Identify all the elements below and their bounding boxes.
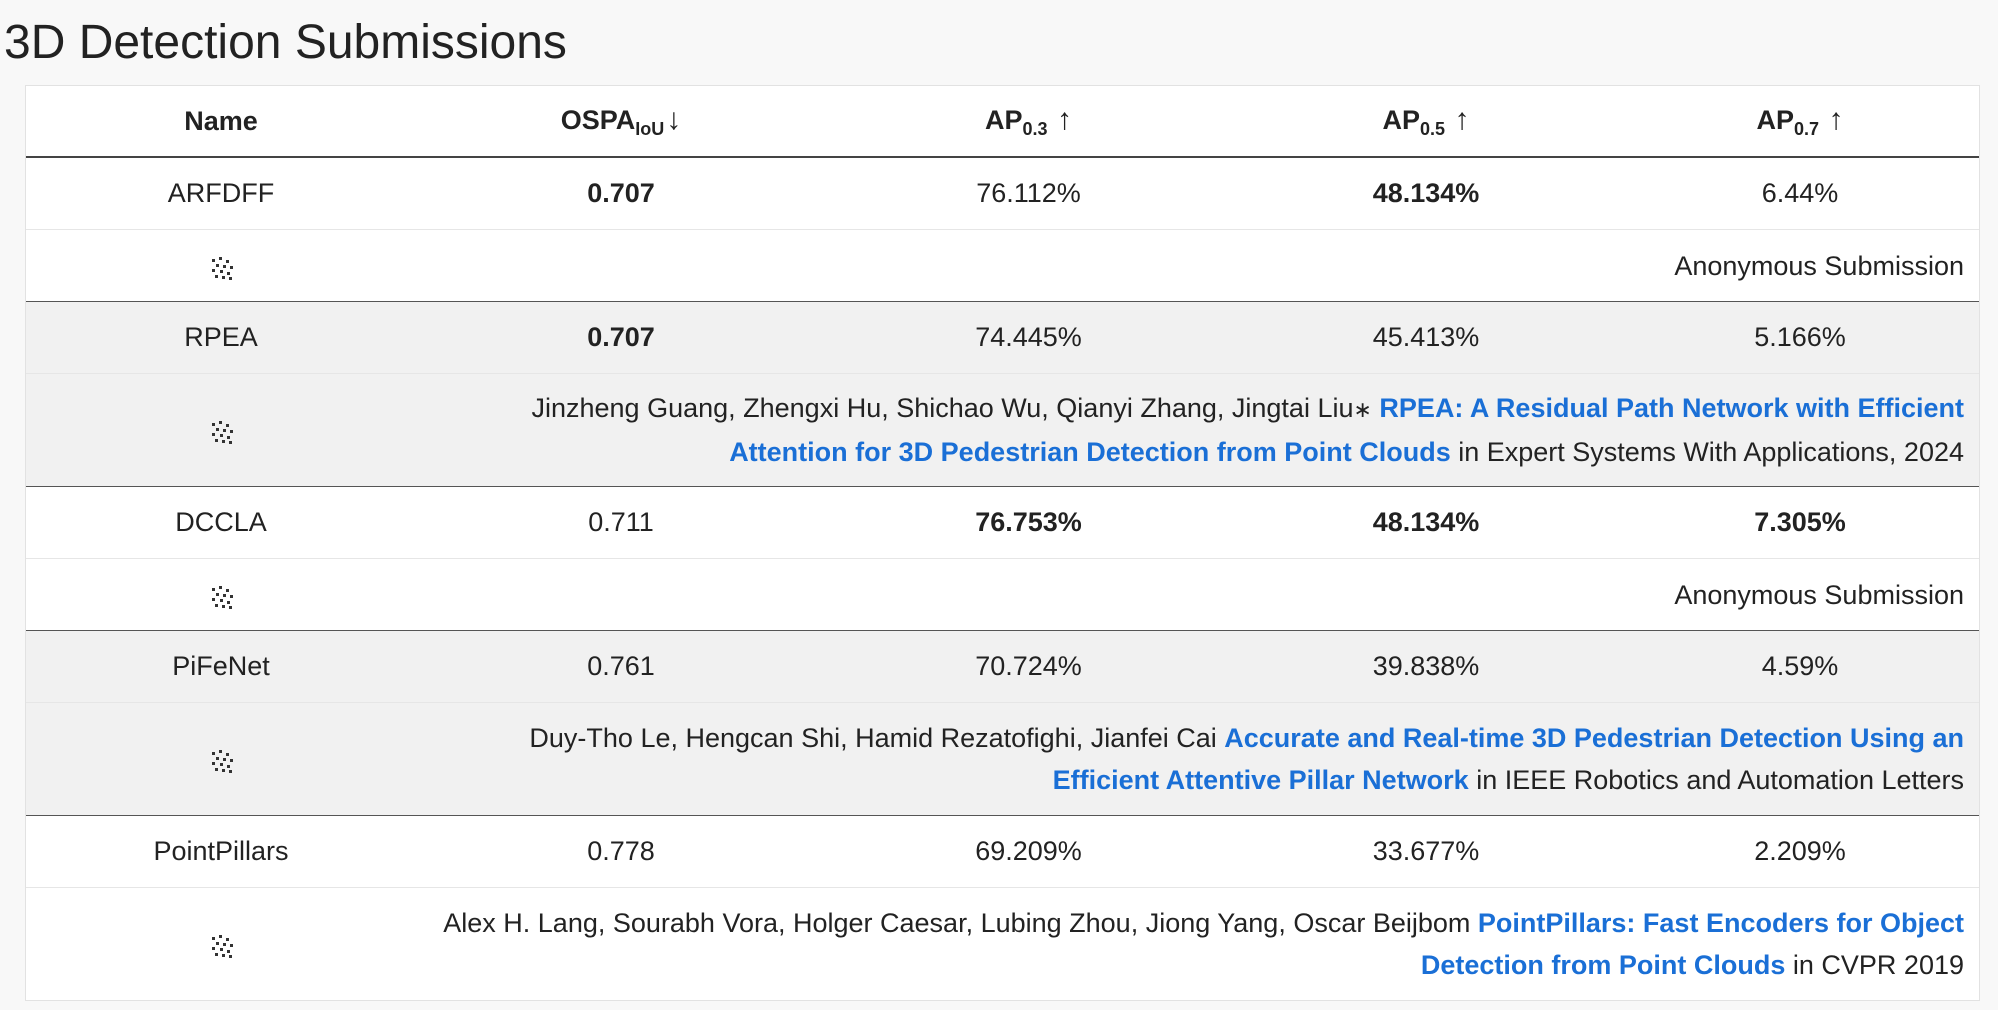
table-row: DCCLA 0.711 76.753% 48.134% 7.305% bbox=[26, 486, 1979, 559]
cell-ap03: 70.724% bbox=[826, 630, 1231, 703]
sort-up-arrow: ↑ bbox=[1828, 102, 1844, 136]
header-ap05[interactable]: AP0.5 ↑ bbox=[1231, 86, 1621, 158]
table-body: ARFDFF 0.707 76.112% 48.134% 6.44% Anonymous … bbox=[26, 156, 1979, 1000]
detail-row: Duy-Tho Le, Hengcan Shi, Hamid Rezatofig… bbox=[26, 702, 1979, 816]
corresponding-author-mark: ∗ bbox=[1353, 397, 1372, 422]
detail-row: Anonymous Submission bbox=[26, 229, 1979, 302]
cell-ap03: 76.112% bbox=[826, 156, 1231, 230]
scatter-dots-icon[interactable] bbox=[208, 418, 234, 445]
detail-row: Jinzheng Guang, Zhengxi Hu, Shichao Wu, … bbox=[26, 373, 1979, 487]
cell-name: RPEA bbox=[26, 301, 416, 374]
authors-text: Alex H. Lang, Sourabh Vora, Holger Caesa… bbox=[443, 908, 1471, 938]
publication-info: Alex H. Lang, Sourabh Vora, Holger Caesa… bbox=[416, 887, 1979, 1000]
venue-text: in CVPR 2019 bbox=[1792, 950, 1964, 980]
cell-ap03: 69.209% bbox=[826, 815, 1231, 888]
detail-row: Alex H. Lang, Sourabh Vora, Holger Caesa… bbox=[26, 887, 1979, 1000]
scatter-dots-icon[interactable] bbox=[208, 747, 234, 774]
cell-ap05: 39.838% bbox=[1231, 630, 1621, 703]
venue-text: in IEEE Robotics and Automation Letters bbox=[1476, 765, 1964, 795]
sort-up-arrow: ↑ bbox=[1057, 102, 1073, 136]
table-row: ARFDFF 0.707 76.112% 48.134% 6.44% bbox=[26, 156, 1979, 230]
scatter-dots-icon[interactable] bbox=[208, 932, 234, 959]
cell-ospa: 0.761 bbox=[416, 630, 826, 703]
submissions-table: Name OSPAIoU↓ AP0.3 ↑ AP0.5 ↑ AP0.7 ↑ AR… bbox=[25, 85, 1980, 1001]
scatter-dots-icon[interactable] bbox=[208, 254, 234, 280]
cell-ap07: 6.44% bbox=[1621, 156, 1979, 230]
sort-up-arrow: ↑ bbox=[1454, 102, 1470, 136]
detail-toggle-cell[interactable] bbox=[26, 373, 416, 487]
detail-toggle-cell[interactable] bbox=[26, 887, 416, 1000]
header-ospa[interactable]: OSPAIoU↓ bbox=[416, 86, 826, 158]
cell-ap07: 2.209% bbox=[1621, 815, 1979, 888]
page-title: 3D Detection Submissions bbox=[4, 16, 567, 69]
authors-text: Duy-Tho Le, Hengcan Shi, Hamid Rezatofig… bbox=[529, 723, 1217, 753]
cell-name: ARFDFF bbox=[26, 156, 416, 230]
detail-row: Anonymous Submission bbox=[26, 558, 1979, 631]
cell-ap03: 74.445% bbox=[826, 301, 1231, 374]
table-row: PiFeNet 0.761 70.724% 39.838% 4.59% bbox=[26, 630, 1979, 703]
header-ap03[interactable]: AP0.3 ↑ bbox=[826, 86, 1231, 158]
table-row: PointPillars 0.778 69.209% 33.677% 2.209% bbox=[26, 815, 1979, 888]
paper-title-link[interactable]: Accurate and Real-time 3D Pedestrian Det… bbox=[1052, 723, 1964, 795]
publication-info: Anonymous Submission bbox=[416, 229, 1979, 302]
authors-text: Anonymous Submission bbox=[1674, 579, 1964, 610]
detail-toggle-cell[interactable] bbox=[26, 702, 416, 816]
cell-ospa: 0.707 bbox=[416, 156, 826, 230]
publication-info: Anonymous Submission bbox=[416, 558, 1979, 631]
table-header-row: Name OSPAIoU↓ AP0.3 ↑ AP0.5 ↑ AP0.7 ↑ bbox=[26, 86, 1979, 158]
cell-ap05: 33.677% bbox=[1231, 815, 1621, 888]
cell-ap05: 45.413% bbox=[1231, 301, 1621, 374]
sort-down-arrow: ↓ bbox=[666, 102, 682, 136]
publication-info: Jinzheng Guang, Zhengxi Hu, Shichao Wu, … bbox=[416, 373, 1979, 487]
detail-toggle-cell[interactable] bbox=[26, 229, 416, 302]
cell-ap07: 7.305% bbox=[1621, 486, 1979, 559]
venue-text: in Expert Systems With Applications, 202… bbox=[1458, 437, 1964, 467]
cell-name: PointPillars bbox=[26, 815, 416, 888]
table-row: RPEA 0.707 74.445% 45.413% 5.166% bbox=[26, 301, 1979, 374]
cell-ap05: 48.134% bbox=[1231, 486, 1621, 559]
header-name[interactable]: Name bbox=[26, 86, 416, 158]
cell-ap07: 4.59% bbox=[1621, 630, 1979, 703]
scatter-dots-icon[interactable] bbox=[208, 583, 234, 609]
cell-ospa: 0.711 bbox=[416, 486, 826, 559]
detail-toggle-cell[interactable] bbox=[26, 558, 416, 631]
authors-text: Anonymous Submission bbox=[1674, 250, 1964, 281]
cell-ospa: 0.707 bbox=[416, 301, 826, 374]
cell-ap05: 48.134% bbox=[1231, 156, 1621, 230]
cell-ap07: 5.166% bbox=[1621, 301, 1979, 374]
authors-text: Jinzheng Guang, Zhengxi Hu, Shichao Wu, … bbox=[531, 393, 1354, 423]
paper-title-link[interactable]: PointPillars: Fast Encoders for Object D… bbox=[1420, 908, 1964, 980]
cell-name: DCCLA bbox=[26, 486, 416, 559]
cell-ap03: 76.753% bbox=[826, 486, 1231, 559]
cell-name: PiFeNet bbox=[26, 630, 416, 703]
publication-info: Duy-Tho Le, Hengcan Shi, Hamid Rezatofig… bbox=[416, 702, 1979, 816]
header-ap07[interactable]: AP0.7 ↑ bbox=[1621, 86, 1979, 158]
paper-title-link[interactable]: RPEA: A Residual Path Network with Effic… bbox=[729, 393, 1964, 467]
cell-ospa: 0.778 bbox=[416, 815, 826, 888]
